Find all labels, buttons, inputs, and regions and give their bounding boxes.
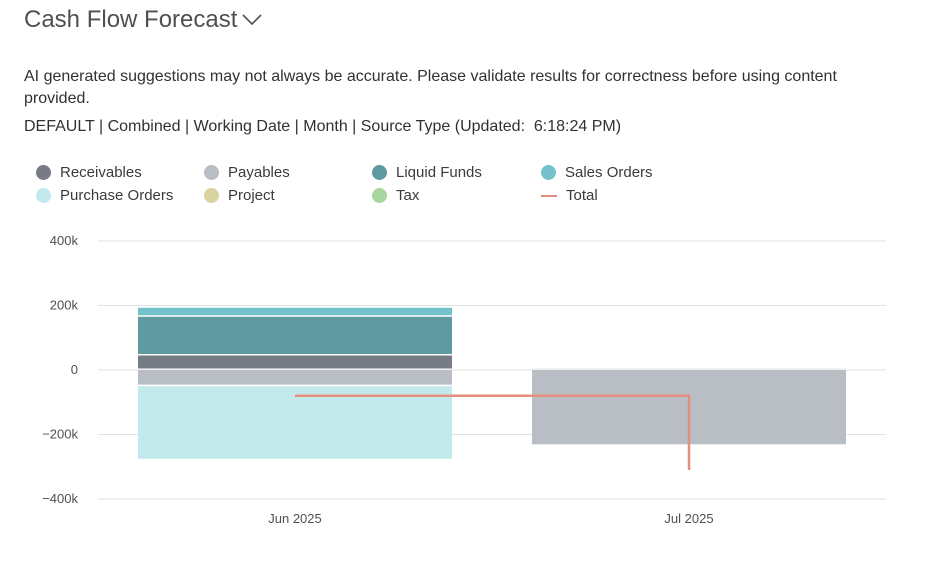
chart-title-dropdown[interactable]: Cash Flow Forecast [24, 6, 262, 34]
bar-segment-payables[interactable] [138, 370, 452, 385]
legend-marker [541, 165, 556, 180]
x-tick-label: Jun 2025 [268, 511, 322, 526]
forecast-settings-info: DEFAULT | Combined | Working Date | Mont… [24, 118, 622, 135]
legend-item-tax[interactable]: Tax [372, 187, 419, 204]
x-tick-label: Jul 2025 [664, 511, 713, 526]
legend-label: Tax [396, 187, 420, 204]
bar-segment-receivables[interactable] [138, 355, 452, 369]
y-tick-label: 200k [50, 298, 79, 313]
legend-marker [372, 165, 387, 180]
legend-label: Total [566, 187, 598, 204]
legend-line-marker [541, 194, 557, 197]
legend-item-project[interactable]: Project [204, 187, 275, 204]
legend-label: Receivables [60, 164, 142, 181]
y-tick-label: 0 [71, 362, 78, 377]
legend-label: Project [228, 187, 275, 204]
legend-label: Sales Orders [565, 164, 653, 181]
legend-item-receivables[interactable]: Receivables [36, 164, 142, 181]
bar-segment-sales-orders[interactable] [138, 307, 452, 316]
legend-item-sales-orders[interactable]: Sales Orders [541, 164, 653, 181]
legend-label: Liquid Funds [396, 164, 482, 181]
legend-marker [36, 165, 51, 180]
bar-segment-liquid-funds[interactable] [138, 316, 452, 354]
total-line[interactable] [295, 394, 691, 470]
legend-marker [204, 188, 219, 203]
y-tick-label: 400k [50, 233, 79, 248]
legend-item-payables[interactable]: Payables [204, 164, 290, 181]
legend-item-purchase-orders[interactable]: Purchase Orders [36, 187, 173, 204]
page-title: Cash Flow Forecast [24, 6, 238, 33]
y-tick-label: −400k [42, 491, 78, 506]
legend-marker [36, 188, 51, 203]
legend-label: Purchase Orders [60, 187, 174, 204]
legend-item-total[interactable]: Total [541, 187, 598, 204]
legend-label: Payables [228, 164, 290, 181]
legend-marker [372, 188, 387, 203]
bar-segment-purchase-orders[interactable] [138, 386, 452, 459]
y-tick-label: −200k [42, 427, 78, 442]
legend-item-liquid-funds[interactable]: Liquid Funds [372, 164, 482, 181]
legend-marker [204, 165, 219, 180]
chart-legend: Receivables Payables Liquid Funds Sales … [36, 164, 736, 210]
chevron-down-icon [242, 13, 262, 31]
ai-disclaimer: AI generated suggestions may not always … [24, 68, 837, 107]
